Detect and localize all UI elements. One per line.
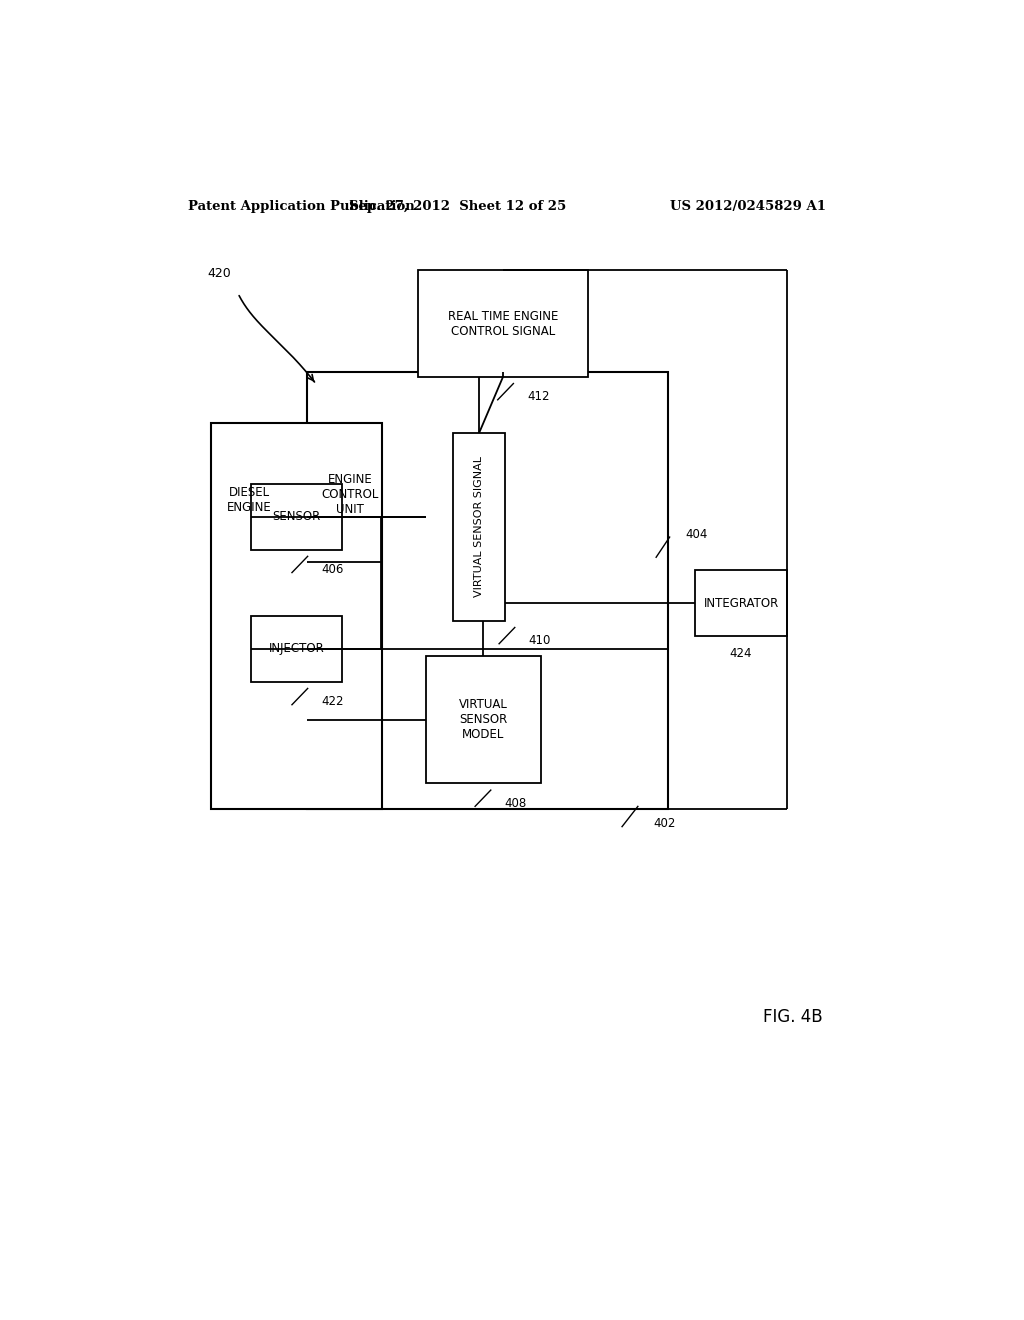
- Text: DIESEL
ENGINE: DIESEL ENGINE: [227, 486, 271, 513]
- Text: INTEGRATOR: INTEGRATOR: [703, 597, 778, 610]
- Text: REAL TIME ENGINE
CONTROL SIGNAL: REAL TIME ENGINE CONTROL SIGNAL: [447, 310, 558, 338]
- Text: 420: 420: [208, 268, 231, 280]
- Text: 424: 424: [730, 647, 753, 660]
- Bar: [695, 570, 786, 636]
- Bar: [251, 483, 342, 549]
- Text: 408: 408: [505, 797, 527, 809]
- Text: 422: 422: [322, 696, 344, 708]
- Text: 406: 406: [322, 562, 344, 576]
- Text: SENSOR: SENSOR: [272, 511, 321, 523]
- Text: 404: 404: [685, 528, 708, 541]
- Text: Sep. 27, 2012  Sheet 12 of 25: Sep. 27, 2012 Sheet 12 of 25: [349, 199, 566, 213]
- Text: US 2012/0245829 A1: US 2012/0245829 A1: [671, 199, 826, 213]
- Text: VIRTUAL
SENSOR
MODEL: VIRTUAL SENSOR MODEL: [459, 698, 508, 742]
- Text: FIG. 4B: FIG. 4B: [763, 1008, 822, 1026]
- Bar: [426, 656, 541, 784]
- Text: 412: 412: [527, 391, 550, 403]
- Text: 410: 410: [528, 634, 551, 647]
- Text: 402: 402: [653, 817, 676, 830]
- Bar: [306, 372, 668, 809]
- Text: Patent Application Publication: Patent Application Publication: [187, 199, 415, 213]
- Bar: [418, 271, 588, 378]
- Bar: [211, 422, 382, 809]
- Text: VIRTUAL SENSOR SIGNAL: VIRTUAL SENSOR SIGNAL: [474, 457, 484, 598]
- Text: INJECTOR: INJECTOR: [268, 643, 325, 655]
- Bar: [454, 433, 505, 620]
- Bar: [251, 615, 342, 682]
- Text: ENGINE
CONTROL
UNIT: ENGINE CONTROL UNIT: [322, 473, 379, 516]
